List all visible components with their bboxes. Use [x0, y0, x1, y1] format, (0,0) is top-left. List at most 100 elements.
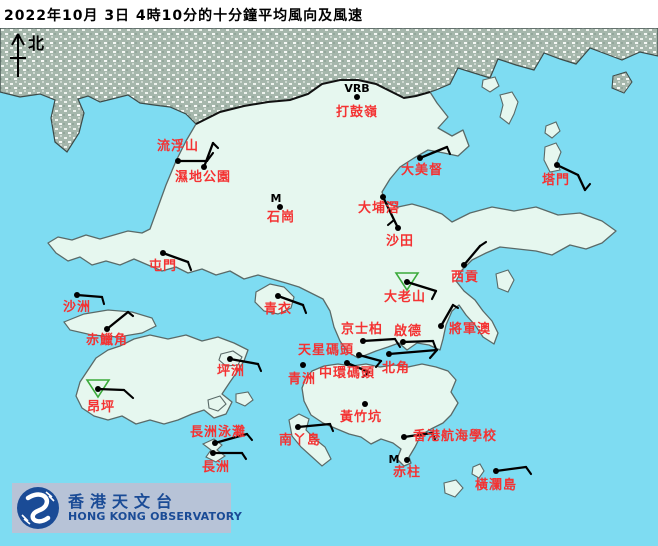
station-dot	[386, 351, 392, 357]
station-north-point: 北角	[382, 348, 439, 376]
wind-barb-feather	[374, 359, 383, 369]
wind-barb-feather	[430, 431, 437, 441]
station-dot	[344, 360, 350, 366]
station-label: 青洲	[288, 371, 316, 387]
wind-barb-feather	[478, 240, 488, 248]
wind-barb	[296, 422, 332, 429]
wind-barb	[402, 431, 434, 439]
station-label: 赤柱	[393, 464, 421, 480]
wind-barb-feather	[256, 362, 263, 373]
wind-barb-feather	[393, 337, 402, 349]
station-label: 屯門	[149, 258, 177, 274]
station-label: 西貢	[451, 270, 479, 285]
wind-barb	[439, 303, 455, 328]
wind-barb-feather	[126, 310, 135, 318]
mainland-islet	[611, 71, 633, 94]
wind-barb	[161, 251, 190, 264]
wind-barb	[75, 293, 104, 299]
wind-barb-feather	[451, 303, 460, 310]
station-label: 濕地公園	[175, 169, 231, 185]
station-label: 中環碼頭	[319, 365, 375, 381]
wind-barb-feather	[430, 289, 438, 301]
station-star-ferry: 天星碼頭	[298, 343, 383, 369]
wind-barb	[401, 339, 435, 344]
station-dot	[95, 386, 101, 392]
station-dot	[104, 326, 110, 332]
station-dot	[74, 292, 80, 298]
wind-barb	[357, 353, 383, 363]
wind-barb	[381, 195, 400, 230]
wind-barb-feather	[122, 388, 135, 400]
station-tai-mei-tuk: 大美督	[401, 145, 452, 178]
hk-shenzhen-boundary	[195, 79, 431, 125]
station-marker: VRB	[344, 82, 369, 95]
wind-barb	[213, 432, 249, 445]
wind-barb-feather	[240, 451, 248, 461]
kau-sai-chau-island	[495, 269, 515, 293]
wind-barb-feather	[428, 348, 439, 360]
station-dot	[210, 450, 216, 456]
wind-barb-feather	[100, 295, 106, 306]
wind-barb-feather	[445, 145, 452, 156]
station-waglan-island: 橫瀾島	[475, 465, 533, 493]
north-arrow	[10, 33, 26, 77]
wind-barb-feather	[361, 370, 371, 379]
station-wong-chuk-hang: 黃竹坑	[339, 401, 382, 425]
station-tseung-kwan-o: 將軍澳	[438, 303, 490, 337]
station-green-island: 青洲	[288, 362, 316, 387]
wind-barb	[387, 348, 439, 356]
wind-barb	[494, 465, 528, 473]
wind-barb	[96, 387, 126, 392]
station-label: 京士柏	[341, 321, 383, 337]
hko-logo-icon	[17, 487, 59, 529]
wind-barb-feather	[211, 141, 220, 150]
station-shek-kong: M 石崗	[266, 192, 294, 225]
wind-barb	[361, 337, 397, 343]
station-label: 啟德	[394, 323, 422, 339]
station-dot	[201, 164, 207, 170]
station-peng-chau: 坪洲	[217, 356, 263, 379]
wind-barb-feather	[386, 218, 396, 227]
station-wetland-park: 濕地公園	[175, 141, 231, 185]
station-dot	[227, 356, 233, 362]
station-label: 大埔滘	[358, 200, 400, 216]
station-dot	[401, 434, 407, 440]
wind-barb	[105, 310, 130, 331]
station-label: 黃竹坑	[339, 409, 382, 425]
station-dot	[354, 94, 360, 100]
station-dot	[461, 262, 467, 268]
station-kings-park: 京士柏	[341, 321, 402, 349]
hei-ling-chau-island	[207, 395, 227, 412]
wind-barb	[418, 145, 449, 160]
station-label: 北角	[382, 360, 410, 376]
north-label: 北	[28, 34, 44, 53]
station-label: 香港航海學校	[412, 428, 497, 444]
station-lau-fau-shan: 流浮山	[157, 138, 215, 164]
waglan-islet	[471, 463, 485, 479]
title-bar: 2022年10月 3日 4時10分的十分鐘平均風向及風速	[0, 0, 658, 28]
station-dot	[554, 162, 560, 168]
wind-barb	[228, 357, 260, 366]
wind-barb-feather	[431, 339, 438, 351]
station-dot	[275, 293, 281, 299]
station-tuen-mun: 屯門	[149, 250, 193, 274]
station-dot	[300, 362, 306, 368]
station-dot	[362, 401, 368, 407]
wind-barb	[555, 163, 587, 192]
station-marker: M	[271, 192, 282, 205]
hko-logo-panel: 香港天文台 HONG KONG OBSERVATORY	[12, 483, 242, 533]
wind-barb	[405, 280, 438, 293]
wind-barb-feather	[328, 422, 335, 433]
station-cheung-chau: 長洲	[202, 450, 248, 475]
station-label: 塔門	[542, 172, 570, 188]
tsing-yi-island	[254, 283, 295, 315]
station-tates-cairn: 大老山	[384, 272, 438, 305]
hill-triangle-icon	[394, 272, 420, 292]
wind-barb-feather	[524, 465, 533, 476]
lantau-island	[75, 334, 249, 425]
station-label: 沙田	[386, 234, 414, 249]
station-dot	[360, 338, 366, 344]
station-kai-tak: 啟德	[394, 323, 438, 351]
station-dot	[493, 468, 499, 474]
